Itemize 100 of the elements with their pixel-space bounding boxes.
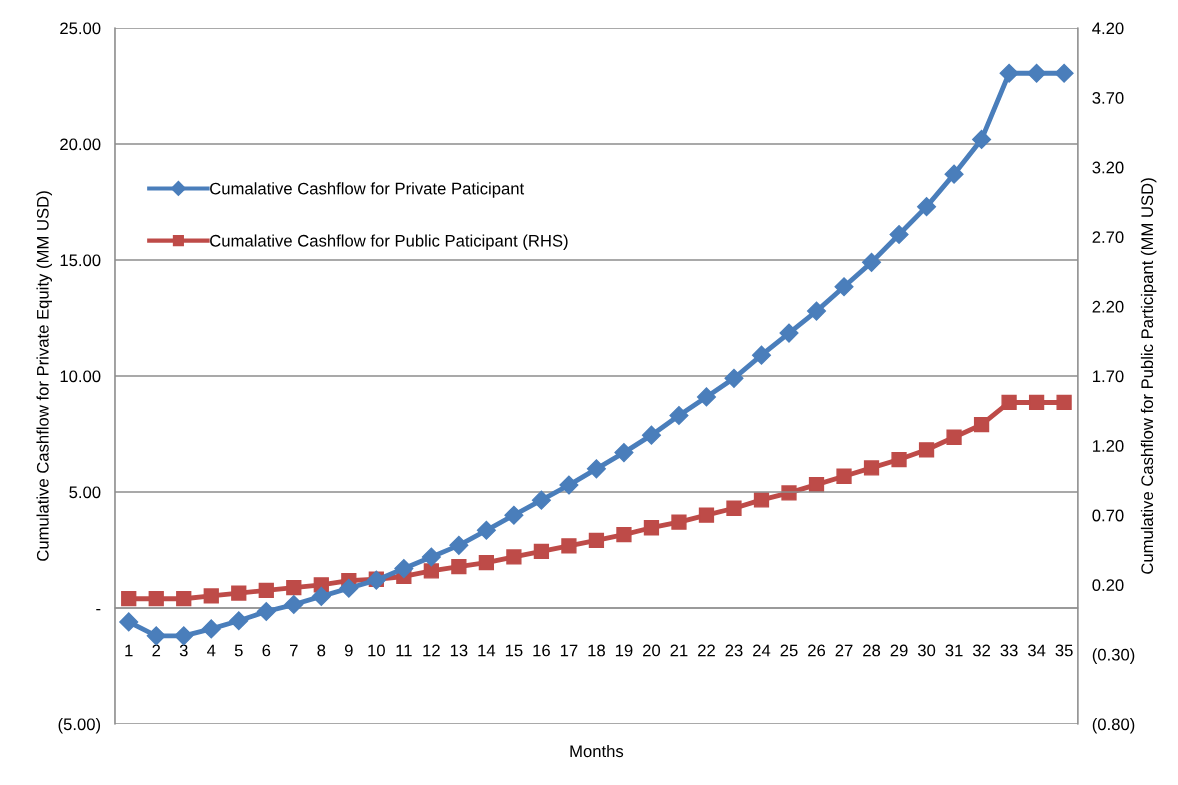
point	[174, 626, 194, 646]
point	[339, 578, 359, 598]
point	[533, 543, 550, 560]
point	[231, 585, 247, 601]
x-tick-label: 32	[972, 644, 991, 657]
x-tick-label: 9	[344, 644, 353, 657]
point	[753, 492, 770, 508]
point	[506, 549, 522, 565]
point	[284, 594, 304, 615]
point	[806, 301, 827, 321]
x-tick-label: 22	[698, 644, 715, 657]
x-tick-label: 21	[670, 644, 688, 657]
x-tick-label: 10	[368, 644, 385, 657]
point	[531, 490, 551, 510]
x-tick-label: 18	[588, 644, 605, 657]
legend-label: Cumalative Cashflow for Public Paticipant (RHS)	[210, 234, 568, 250]
point	[889, 224, 909, 245]
x-tick-label: 23	[725, 644, 743, 657]
point	[561, 538, 577, 554]
y2-tick-label: (0.30)	[1092, 648, 1135, 664]
x-tick-label: 6	[262, 644, 271, 657]
point	[588, 532, 605, 548]
point	[836, 468, 852, 484]
point	[669, 405, 689, 425]
y-tick-label: -	[96, 608, 101, 611]
x-tick-label: 29	[890, 644, 908, 657]
x-tick-label: 11	[396, 644, 412, 657]
x-tick-label: 13	[450, 644, 468, 657]
y2-tick-label: 0.70	[1092, 509, 1124, 522]
x-tick-label: 2	[152, 644, 161, 657]
point	[286, 579, 302, 596]
y-tick-label: 10.00	[60, 370, 101, 383]
x-tick-label: 34	[1027, 644, 1046, 657]
point	[121, 591, 137, 607]
point	[1027, 63, 1047, 83]
point	[781, 485, 797, 501]
x-tick-label: 19	[615, 644, 633, 657]
x-tick-label: 31	[945, 644, 963, 657]
point	[779, 323, 799, 343]
point	[616, 527, 632, 543]
point	[863, 460, 880, 476]
point	[808, 476, 825, 493]
y-axis-title: Cumulative Cashflow for Private Equity (MM USD)	[36, 191, 52, 561]
point	[917, 197, 937, 217]
point	[504, 505, 524, 525]
point	[973, 417, 990, 433]
y2-tick-label: 2.20	[1092, 300, 1124, 313]
point	[311, 586, 331, 606]
point	[1056, 394, 1072, 411]
y2-tick-label: 1.70	[1093, 370, 1124, 383]
point	[229, 611, 249, 631]
y-tick-label: (5.00)	[58, 717, 101, 734]
point	[834, 277, 854, 297]
point	[751, 345, 772, 365]
y2-tick-label: (0.80)	[1092, 717, 1135, 734]
x-tick-label: 30	[917, 644, 936, 657]
y2-tick-label: 0.20	[1092, 579, 1124, 592]
point	[201, 619, 221, 639]
x-tick-label: 20	[643, 644, 661, 657]
point	[946, 429, 962, 445]
point	[698, 507, 715, 523]
point	[176, 591, 192, 607]
x-tick-label: 1	[125, 644, 133, 657]
point	[724, 368, 744, 388]
x-tick-label: 7	[290, 644, 298, 657]
point	[696, 387, 717, 407]
point	[119, 612, 139, 632]
y2-tick-label: 1.20	[1093, 440, 1124, 452]
y2-tick-label: 2.70	[1092, 231, 1124, 244]
x-tick-label: 24	[753, 644, 771, 657]
point	[451, 559, 467, 575]
x-tick-label: 16	[533, 644, 550, 657]
x-tick-label: 8	[317, 644, 326, 657]
point	[944, 164, 964, 184]
point	[641, 425, 661, 445]
point	[146, 626, 166, 646]
x-tick-label: 25	[780, 644, 798, 657]
point	[449, 535, 469, 555]
y-tick-label: 15.00	[60, 254, 101, 267]
x-tick-label: 35	[1055, 644, 1073, 657]
legend-label: Cumalative Cashflow for Private Paticipant	[210, 182, 525, 198]
point	[671, 514, 687, 530]
point	[918, 442, 935, 458]
point	[256, 601, 276, 622]
x-tick-label: 5	[234, 644, 243, 657]
point	[478, 554, 495, 571]
y2-tick-label: 3.70	[1092, 92, 1124, 104]
x-tick-label: 28	[863, 644, 881, 657]
point	[862, 252, 882, 272]
point	[999, 63, 1019, 83]
point	[423, 563, 439, 579]
point	[726, 500, 742, 516]
point	[1054, 63, 1074, 83]
x-tick-label: 15	[505, 644, 523, 657]
x-tick-label: 33	[1000, 644, 1018, 657]
point	[1001, 394, 1017, 411]
y-tick-label: 20.00	[60, 138, 101, 151]
x-axis-title: Months	[570, 744, 624, 758]
point	[559, 475, 579, 495]
x-tick-label: 12	[423, 644, 440, 657]
